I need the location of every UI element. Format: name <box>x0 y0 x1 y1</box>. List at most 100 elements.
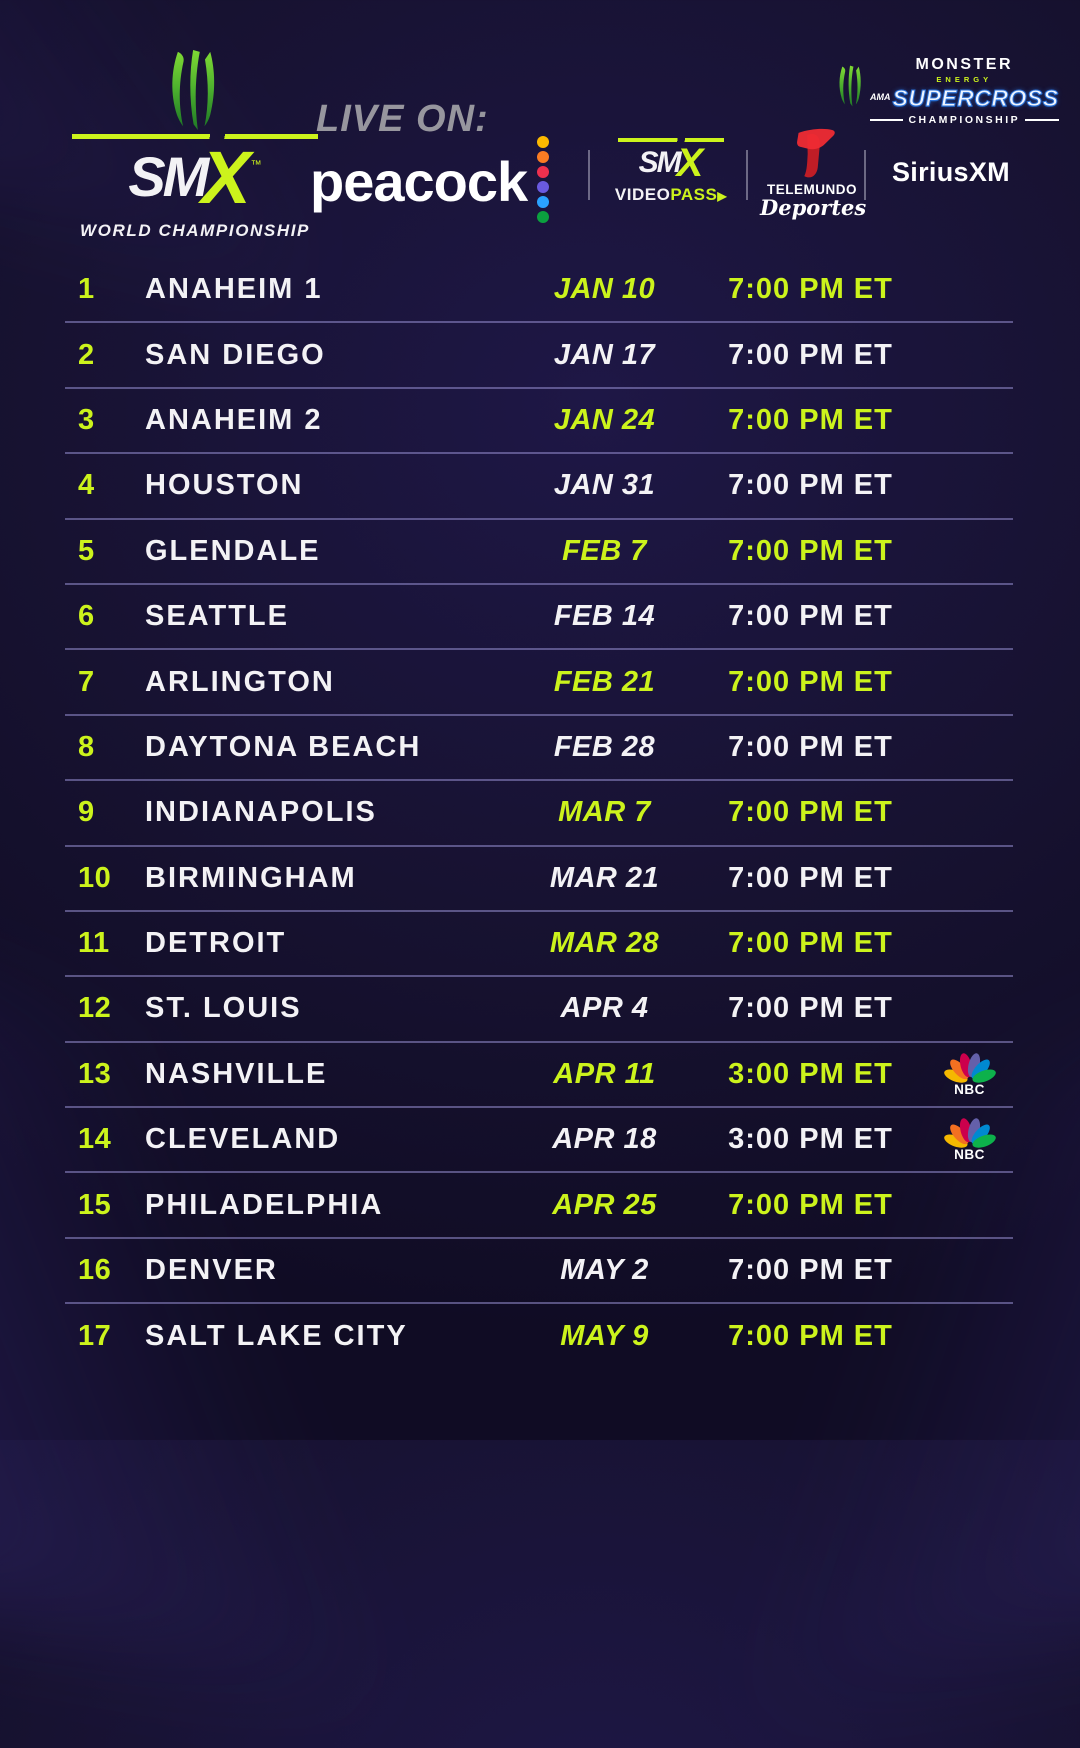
round-city: ST. LOUIS <box>145 992 302 1025</box>
round-date: FEB 21 <box>553 665 656 698</box>
smx-logo-stripe <box>72 134 318 139</box>
header-divider <box>864 150 866 200</box>
round-city: SALT LAKE CITY <box>145 1320 408 1353</box>
supercross-championship-logo: MONSTER ENERGY AMASUPERCROSS CHAMPIONSHI… <box>836 56 1059 126</box>
schedule-table: 1 ANAHEIM 1 JAN 10 7:00 PM ET 2 SAN DIEG… <box>65 258 1013 1370</box>
table-row: 9 INDIANAPOLIS MAR 7 7:00 PM ET <box>65 781 1013 847</box>
videopass-stripe <box>618 138 724 142</box>
round-time: 7:00 PM ET <box>728 1320 893 1353</box>
smx-wordmark: SMX™ <box>66 141 324 215</box>
live-on-label: LIVE ON: <box>316 98 489 140</box>
round-number: 13 <box>78 1057 112 1090</box>
telemundo-deportes-script: Deportes <box>760 195 867 220</box>
peacock-feathers-icon <box>537 136 550 223</box>
round-number: 7 <box>78 665 95 698</box>
round-city: PHILADELPHIA <box>145 1188 384 1221</box>
table-row: 1 ANAHEIM 1 JAN 10 7:00 PM ET <box>65 258 1013 324</box>
round-date: JAN 17 <box>553 338 656 371</box>
round-date: JAN 24 <box>553 403 656 436</box>
round-date: APR 25 <box>552 1188 657 1221</box>
round-network: NBC <box>926 1052 1013 1097</box>
peacock-logo: peacock <box>310 136 550 223</box>
round-number: 9 <box>78 796 95 829</box>
round-time: 7:00 PM ET <box>728 861 893 894</box>
videopass-sm: SM <box>638 145 682 179</box>
videopass-video-label: VIDEO <box>614 184 671 204</box>
nbc-label: NBC <box>954 1081 985 1097</box>
round-city: DENVER <box>145 1254 278 1287</box>
round-date: FEB 28 <box>553 730 656 763</box>
round-date: APR 11 <box>553 1057 656 1090</box>
peacock-wordmark: peacock <box>310 149 528 213</box>
table-row: 7 ARLINGTON FEB 21 7:00 PM ET <box>65 650 1013 716</box>
videopass-wordmark: SMX <box>608 143 734 183</box>
telemundo-wordmark: TELEMUNDO <box>767 182 857 197</box>
table-row: 6 SEATTLE FEB 14 7:00 PM ET <box>65 585 1013 651</box>
nbc-peacock-icon <box>943 1052 996 1083</box>
table-row: 14 CLEVELAND APR 18 3:00 PM ET NBC <box>65 1108 1013 1174</box>
round-time: 7:00 PM ET <box>728 730 893 763</box>
round-date: MAR 28 <box>549 927 660 960</box>
telemundo-t-icon <box>797 128 835 178</box>
round-date: MAR 7 <box>558 796 651 829</box>
table-row: 5 GLENDALE FEB 7 7:00 PM ET <box>65 520 1013 585</box>
round-time: 7:00 PM ET <box>728 1188 893 1221</box>
table-row: 4 HOUSTON JAN 31 7:00 PM ET <box>65 454 1013 520</box>
table-row: 10 BIRMINGHAM MAR 21 7:00 PM ET <box>65 847 1013 912</box>
monster-claw-icon <box>839 65 861 107</box>
round-date: FEB 7 <box>562 534 647 567</box>
round-number: 15 <box>78 1188 112 1221</box>
trademark-symbol: ™ <box>250 159 262 171</box>
videopass-subtitle: VIDEOPASS▶ <box>608 185 734 205</box>
round-time: 3:00 PM ET <box>728 1057 893 1090</box>
round-date: JAN 10 <box>553 273 656 306</box>
round-number: 12 <box>78 992 112 1025</box>
round-city: DAYTONA BEACH <box>145 730 422 763</box>
round-number: 10 <box>78 861 112 894</box>
round-date: APR 18 <box>552 1123 657 1156</box>
round-network: NBC <box>926 1118 1013 1162</box>
round-number: 1 <box>78 273 95 306</box>
round-date: JAN 31 <box>553 469 656 502</box>
table-row: 17 SALT LAKE CITY MAY 9 7:00 PM ET <box>65 1304 1013 1369</box>
round-city: NASHVILLE <box>145 1057 328 1090</box>
round-number: 5 <box>78 534 95 567</box>
round-city: SEATTLE <box>145 600 289 633</box>
monster-wordmark: MONSTER <box>915 56 1014 73</box>
table-row: 11 DETROIT MAR 28 7:00 PM ET <box>65 912 1013 978</box>
header: SMX™ WORLD CHAMPIONSHIP LIVE ON: peacock… <box>0 0 1080 245</box>
nbc-label: NBC <box>954 1147 985 1163</box>
header-divider <box>588 150 590 200</box>
nbc-peacock-icon <box>943 1118 996 1148</box>
table-row: 8 DAYTONA BEACH FEB 28 7:00 PM ET <box>65 716 1013 782</box>
ama-label: AMA <box>870 92 891 102</box>
round-time: 7:00 PM ET <box>728 600 893 633</box>
smx-videopass-logo: SMX VIDEOPASS▶ <box>608 138 734 205</box>
round-time: 7:00 PM ET <box>728 534 893 567</box>
round-date: MAR 21 <box>549 861 660 894</box>
championship-label: CHAMPIONSHIP <box>908 114 1021 126</box>
round-time: 7:00 PM ET <box>728 927 893 960</box>
round-number: 3 <box>78 403 95 436</box>
round-city: ANAHEIM 1 <box>145 273 323 306</box>
round-number: 4 <box>78 469 95 502</box>
round-city: BIRMINGHAM <box>145 861 357 894</box>
round-time: 7:00 PM ET <box>728 992 893 1025</box>
table-row: 3 ANAHEIM 2 JAN 24 7:00 PM ET <box>65 389 1013 455</box>
round-time: 7:00 PM ET <box>728 403 893 436</box>
round-number: 6 <box>78 600 95 633</box>
round-number: 16 <box>78 1254 112 1287</box>
nbc-logo: NBC <box>943 1118 997 1162</box>
smx-wordmark-sm: SM <box>128 145 209 208</box>
table-row: 13 NASHVILLE APR 11 3:00 PM ET NBC <box>65 1043 1013 1109</box>
energy-label: ENERGY <box>936 75 993 84</box>
header-divider <box>746 150 748 200</box>
round-number: 11 <box>78 927 110 960</box>
round-time: 7:00 PM ET <box>728 338 893 371</box>
round-time: 7:00 PM ET <box>728 796 893 829</box>
round-city: ANAHEIM 2 <box>145 403 323 436</box>
siriusxm-logo: SiriusXM <box>892 157 1010 187</box>
table-row: 2 SAN DIEGO JAN 17 7:00 PM ET <box>65 323 1013 389</box>
round-date: MAY 2 <box>560 1254 649 1287</box>
round-city: CLEVELAND <box>145 1123 341 1156</box>
